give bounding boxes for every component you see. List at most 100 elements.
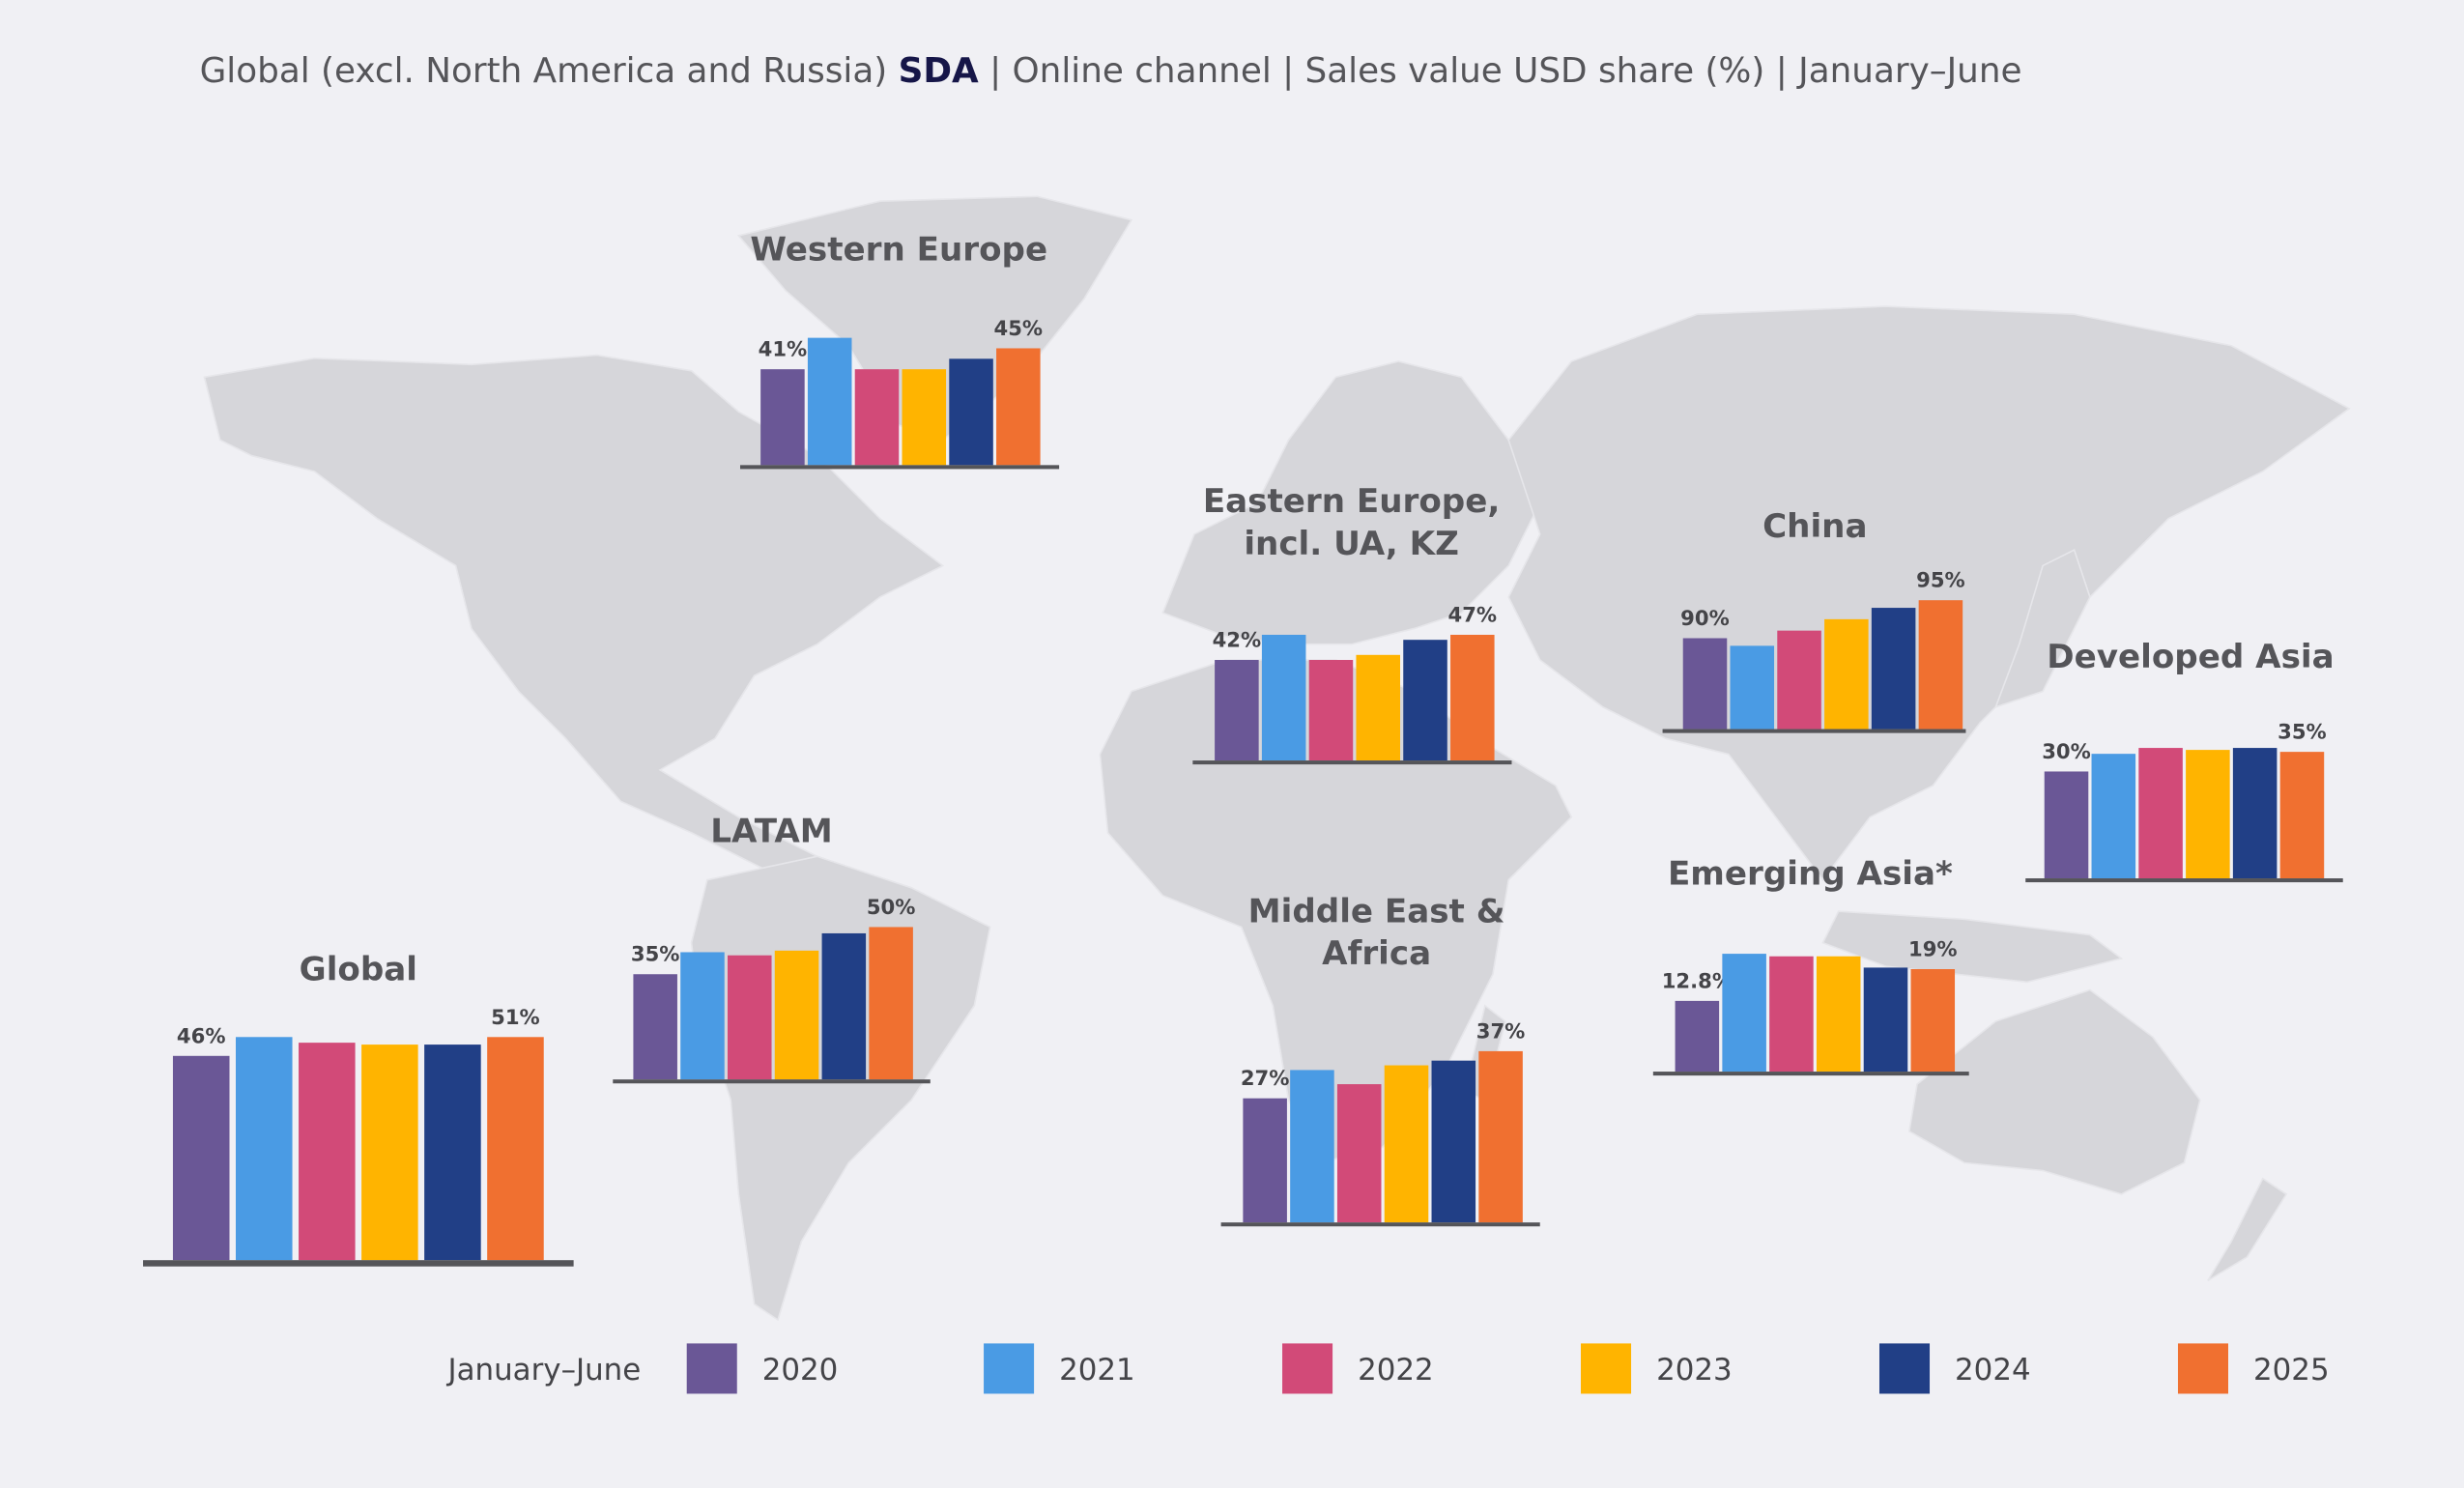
bar: [1730, 645, 1775, 730]
baseline: [613, 1079, 931, 1084]
land: [1821, 910, 2124, 984]
bar: [1431, 1060, 1476, 1223]
legend-label: 2024: [1955, 1353, 2031, 1388]
bar: [1478, 1050, 1523, 1223]
value-label: 90%: [1680, 606, 1730, 630]
bar: [1777, 630, 1821, 730]
baseline: [143, 1260, 574, 1267]
bar: [2279, 752, 2325, 879]
bar: [1910, 969, 1956, 1073]
bar: [1403, 640, 1447, 761]
value-label: 27%: [1241, 1066, 1290, 1090]
bar: [1769, 956, 1814, 1073]
legend-label: 2025: [2253, 1353, 2330, 1388]
baseline: [1662, 729, 1966, 733]
legend-swatch: [686, 1343, 737, 1394]
legend-label: 2022: [1358, 1353, 1434, 1388]
bar: [1384, 1065, 1429, 1223]
bar: [1336, 1084, 1382, 1223]
bar: [869, 927, 913, 1080]
bar: [1871, 608, 1916, 730]
bar: [235, 1037, 293, 1261]
bar: [487, 1037, 544, 1261]
bar: [949, 358, 993, 466]
bar: [1308, 659, 1354, 761]
bar: [1675, 1000, 1720, 1073]
baseline: [1192, 760, 1512, 765]
bar: [172, 1055, 230, 1261]
legend-label: 2023: [1656, 1353, 1733, 1388]
chart-title: Eastern Europe,: [1203, 482, 1501, 521]
bar: [774, 950, 819, 1080]
baseline: [1220, 1222, 1540, 1227]
chart-title: Africa: [1322, 934, 1431, 973]
legend-swatch: [1878, 1343, 1931, 1394]
baseline: [2025, 878, 2343, 883]
bar: [727, 955, 772, 1080]
bar: [854, 369, 900, 466]
bar: [807, 337, 852, 466]
land: [1507, 305, 2351, 882]
world-map: [203, 195, 2351, 1322]
bar: [902, 369, 947, 466]
bar: [1243, 1098, 1287, 1223]
bar: [1261, 634, 1306, 761]
land: [203, 354, 945, 881]
chart-title: Global: [300, 950, 417, 988]
page-title: Global (excl. North America and Russia) …: [200, 51, 2022, 91]
bar: [1356, 654, 1401, 761]
value-label: 95%: [1916, 568, 1965, 592]
chart-title: Developed Asia: [2047, 638, 2334, 676]
bar: [2044, 771, 2089, 879]
chart-title: Western Europe: [750, 231, 1047, 270]
chart-title: Middle East &: [1248, 892, 1505, 930]
land: [1993, 549, 2091, 709]
bar: [996, 348, 1041, 466]
title-highlight: SDA: [899, 51, 979, 91]
bar: [424, 1044, 481, 1261]
value-label: 51%: [491, 1005, 540, 1029]
legend-swatch: [984, 1343, 1035, 1394]
land: [1907, 988, 2201, 1195]
chart-title: China: [1762, 507, 1867, 546]
legend-title: January–June: [446, 1353, 642, 1388]
value-label: 19%: [1908, 936, 1958, 960]
bar: [1450, 634, 1495, 761]
value-label: 45%: [994, 316, 1044, 340]
bar: [2232, 748, 2278, 879]
title-suffix: | Online channel | Sales value USD share…: [979, 51, 2022, 91]
value-label: 35%: [2278, 720, 2327, 744]
bar: [680, 952, 725, 1080]
bar: [633, 974, 677, 1080]
value-label: 42%: [1213, 627, 1262, 651]
bar: [2138, 748, 2183, 879]
bar: [1863, 967, 1908, 1073]
value-label: 46%: [177, 1023, 226, 1047]
bar: [1682, 638, 1728, 730]
chart-title: incl. UA, KZ: [1244, 525, 1459, 563]
bar: [760, 369, 805, 466]
bar: [1722, 954, 1766, 1073]
bar: [1215, 659, 1259, 761]
bar: [361, 1044, 418, 1261]
value-label: 50%: [867, 895, 916, 919]
value-label: 35%: [631, 942, 680, 966]
legend-swatch: [2177, 1343, 2229, 1394]
bar: [2091, 754, 2136, 879]
legend-label: 2020: [762, 1353, 839, 1388]
bar: [1290, 1070, 1334, 1223]
value-label: 30%: [2042, 739, 2091, 763]
baseline: [1652, 1072, 1969, 1076]
bar: [1816, 956, 1861, 1073]
value-label: 47%: [1448, 602, 1498, 626]
bar: [2186, 750, 2230, 879]
value-label: 41%: [759, 337, 808, 361]
title-prefix: Global (excl. North America and Russia): [200, 51, 899, 91]
value-label: 12.8%: [1662, 968, 1733, 992]
legend-label: 2021: [1059, 1353, 1135, 1388]
bar: [821, 932, 867, 1080]
chart-title: Emerging Asia*: [1668, 854, 1953, 893]
bar: [1824, 618, 1869, 730]
chart-title: LATAM: [710, 812, 833, 850]
